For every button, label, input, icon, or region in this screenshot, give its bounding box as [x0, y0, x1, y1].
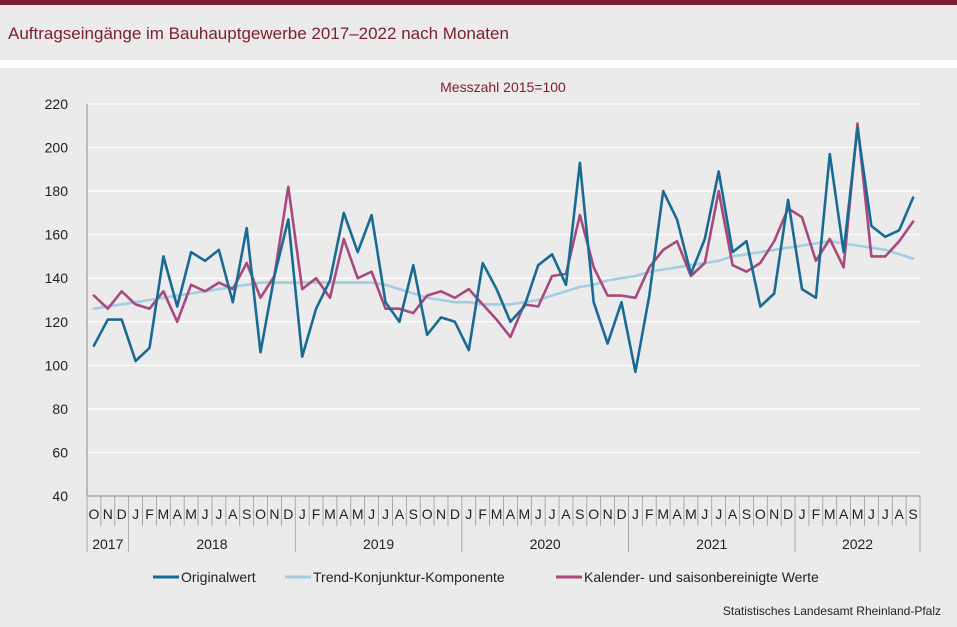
month-label: S: [242, 506, 251, 522]
month-label: J: [215, 506, 222, 522]
month-label: M: [491, 506, 503, 522]
month-label: M: [324, 506, 336, 522]
month-label: D: [783, 506, 793, 522]
month-label: D: [616, 506, 626, 522]
month-label: J: [632, 506, 639, 522]
month-label: J: [535, 506, 542, 522]
source-note: Statistisches Landesamt Rheinland-Pfalz: [722, 604, 941, 618]
year-label: 2017: [92, 536, 123, 552]
month-label: A: [561, 506, 571, 522]
y-tick-label: 100: [45, 357, 69, 373]
month-label: A: [395, 506, 405, 522]
month-label: F: [812, 506, 821, 522]
month-label: A: [339, 506, 349, 522]
y-tick-label: 160: [45, 227, 69, 243]
month-label: J: [715, 506, 722, 522]
y-tick-label: 40: [52, 488, 68, 504]
month-label: N: [769, 506, 779, 522]
y-tick-label: 80: [52, 401, 68, 417]
month-label: S: [575, 506, 584, 522]
y-tick-label: 180: [45, 183, 69, 199]
month-label: J: [202, 506, 209, 522]
year-label: 2022: [842, 536, 873, 552]
month-label: S: [908, 506, 917, 522]
top-accent-bar: [0, 0, 957, 5]
legend-label: Kalender- und saisonbereinigte Werte: [584, 569, 819, 585]
month-label: F: [145, 506, 154, 522]
month-label: M: [824, 506, 836, 522]
year-label: 2018: [196, 536, 227, 552]
month-label: A: [672, 506, 682, 522]
month-label: S: [409, 506, 418, 522]
month-label: J: [299, 506, 306, 522]
month-label: M: [158, 506, 170, 522]
month-label: M: [685, 506, 697, 522]
year-label: 2019: [363, 536, 394, 552]
month-label: F: [478, 506, 487, 522]
chart-subtitle: Messzahl 2015=100: [440, 79, 566, 95]
month-label: D: [450, 506, 460, 522]
month-label: J: [868, 506, 875, 522]
month-label: A: [228, 506, 238, 522]
series-line-1: [92, 126, 915, 374]
month-label: N: [103, 506, 113, 522]
month-label: M: [185, 506, 197, 522]
month-label: N: [436, 506, 446, 522]
month-label: M: [518, 506, 530, 522]
month-label: J: [382, 506, 389, 522]
month-label: F: [312, 506, 321, 522]
month-label: D: [117, 506, 127, 522]
month-label: A: [506, 506, 516, 522]
month-label: J: [368, 506, 375, 522]
y-tick-label: 140: [45, 270, 69, 286]
month-label: J: [882, 506, 889, 522]
month-label: J: [549, 506, 556, 522]
month-label: J: [465, 506, 472, 522]
series-line-3: [92, 122, 915, 339]
legend-label: Originalwert: [181, 569, 256, 585]
month-label: M: [657, 506, 669, 522]
month-label: J: [132, 506, 139, 522]
month-label: J: [798, 506, 805, 522]
plot-background: [0, 68, 957, 627]
month-label: O: [255, 506, 266, 522]
y-tick-label: 220: [45, 96, 69, 112]
month-label: A: [839, 506, 849, 522]
month-label: M: [852, 506, 864, 522]
y-tick-label: 120: [45, 314, 69, 330]
month-label: M: [352, 506, 364, 522]
month-label: O: [588, 506, 599, 522]
month-label: A: [728, 506, 738, 522]
month-label: N: [269, 506, 279, 522]
year-label: 2021: [696, 536, 727, 552]
month-label: O: [755, 506, 766, 522]
divider-band: [0, 60, 957, 68]
month-label: S: [742, 506, 751, 522]
month-label: D: [283, 506, 293, 522]
chart-title: Auftragseingänge im Bauhauptgewerbe 2017…: [8, 24, 509, 43]
month-label: O: [88, 506, 99, 522]
month-label: A: [895, 506, 905, 522]
y-tick-label: 60: [52, 444, 68, 460]
legend-label: Trend-Konjunktur-Komponente: [313, 569, 505, 585]
month-label: F: [645, 506, 654, 522]
month-label: J: [701, 506, 708, 522]
y-tick-label: 200: [45, 140, 69, 156]
month-label: N: [603, 506, 613, 522]
month-label: A: [173, 506, 183, 522]
month-label: O: [422, 506, 433, 522]
year-label: 2020: [530, 536, 561, 552]
